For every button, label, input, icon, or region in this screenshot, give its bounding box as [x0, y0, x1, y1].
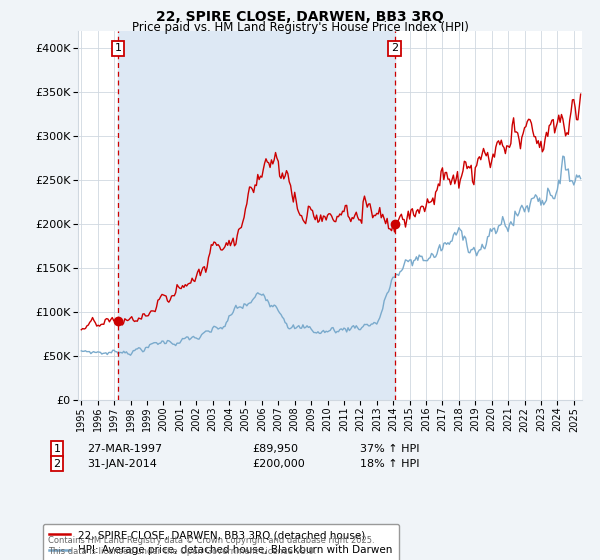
Text: £89,950: £89,950: [252, 444, 298, 454]
Text: 22, SPIRE CLOSE, DARWEN, BB3 3RQ: 22, SPIRE CLOSE, DARWEN, BB3 3RQ: [156, 10, 444, 24]
Text: 37% ↑ HPI: 37% ↑ HPI: [360, 444, 419, 454]
Text: Contains HM Land Registry data © Crown copyright and database right 2025.
This d: Contains HM Land Registry data © Crown c…: [48, 536, 374, 556]
Text: 27-MAR-1997: 27-MAR-1997: [87, 444, 162, 454]
Text: 1: 1: [115, 44, 121, 53]
Text: 18% ↑ HPI: 18% ↑ HPI: [360, 459, 419, 469]
Text: £200,000: £200,000: [252, 459, 305, 469]
Text: 2: 2: [53, 459, 61, 469]
Text: 31-JAN-2014: 31-JAN-2014: [87, 459, 157, 469]
Bar: [118, 31, 395, 400]
Text: 1: 1: [53, 444, 61, 454]
Legend: 22, SPIRE CLOSE, DARWEN, BB3 3RQ (detached house), HPI: Average price, detached : 22, SPIRE CLOSE, DARWEN, BB3 3RQ (detach…: [43, 524, 399, 560]
Text: 2: 2: [391, 44, 398, 53]
Text: Price paid vs. HM Land Registry's House Price Index (HPI): Price paid vs. HM Land Registry's House …: [131, 21, 469, 34]
